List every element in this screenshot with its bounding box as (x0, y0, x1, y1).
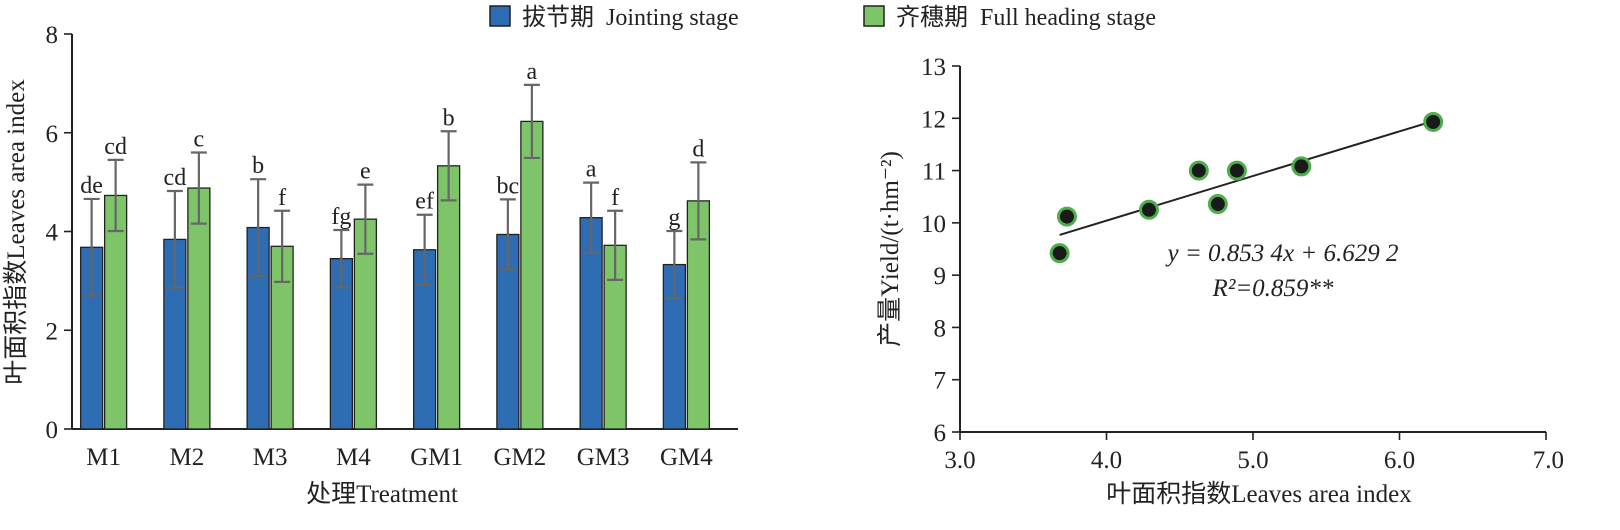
significance-label: f (278, 185, 286, 211)
scatter-point (1291, 156, 1312, 177)
scatter-point (1138, 199, 1159, 220)
scatter-y-tick-label: 8 (934, 315, 947, 342)
legend-label-jointing: 拔节期 Jointing stage (522, 4, 739, 31)
scatter-y-tick-label: 11 (922, 159, 946, 186)
significance-label: c (194, 127, 205, 153)
bar-y-tick-label: 8 (46, 22, 59, 49)
scatter-x-axis-label: 叶面积指数Leaves area index (1106, 480, 1412, 508)
scatter-x-ticks: 3.0 4.0 5.0 6.0 7.0 (944, 432, 1564, 474)
scatter-x-tick-label: 5.0 (1237, 447, 1268, 474)
bar-x-ticks: M1 M2 M3 M4 GM1 GM2 GM3 GM4 (86, 444, 713, 471)
bar-y-tick-label: 4 (46, 220, 59, 247)
bar-x-tick-label: GM4 (660, 444, 713, 471)
significance-label: fg (331, 204, 351, 230)
legend-label-heading: 齐穗期 Full heading stage (896, 4, 1156, 31)
scatter-y-tick-label: 9 (934, 263, 947, 290)
bar-y-axis-label: 叶面积指数Leaves area index (2, 79, 30, 385)
bar-x-tick-label: GM2 (493, 444, 546, 471)
bar-heading (436, 165, 461, 430)
scatter-y-ticks: 6 7 8 9 10 11 12 13 (921, 54, 960, 447)
scatter-trendline (1059, 120, 1434, 236)
significance-label: e (360, 159, 371, 185)
significance-label: de (80, 173, 103, 199)
significance-label: cd (164, 165, 187, 191)
scatter-point (1056, 206, 1077, 227)
significance-label: b (443, 105, 455, 131)
bar-x-tick-label: M4 (336, 444, 371, 471)
bar-x-tick-label: M3 (253, 444, 288, 471)
bar-x-tick-label: GM1 (410, 444, 463, 471)
bar-x-tick-label: GM3 (577, 444, 630, 471)
scatter-x-tick-label: 7.0 (1533, 447, 1564, 474)
bar-y-tick-label: 6 (46, 121, 59, 148)
scatter-chart: 6 7 8 9 10 11 12 13 3.0 4.0 5.0 6.0 7.0 y = 0.853 4… (876, 54, 1564, 508)
scatter-y-axis-label: 产量Yield/(t·hm⁻²) (876, 151, 904, 347)
bar-x-tick-label: M2 (170, 444, 205, 471)
significance-label: a (586, 157, 597, 183)
bar-heading (520, 120, 544, 430)
bar-x-axis-label: 处理Treatment (306, 480, 458, 508)
scatter-y-tick-label: 10 (921, 211, 946, 238)
significance-label: bc (497, 173, 520, 199)
scatter-point (1226, 160, 1247, 181)
scatter-point (1049, 243, 1070, 264)
significance-label: f (611, 185, 619, 211)
bar-x-tick-label: M1 (86, 444, 121, 471)
scatter-y-tick-label: 6 (934, 420, 947, 447)
bar-y-tick-label: 0 (46, 417, 59, 444)
scatter-y-tick-label: 12 (921, 106, 946, 133)
significance-label: ef (415, 189, 434, 215)
significance-label: d (692, 136, 704, 162)
scatter-x-tick-label: 3.0 (944, 447, 975, 474)
legend-swatch-heading (863, 5, 885, 27)
scatter-point (1188, 160, 1209, 181)
significance-label: cd (104, 134, 127, 160)
scatter-r-squared: R²=0.859** (1212, 275, 1334, 302)
scatter-y-tick-label: 7 (934, 368, 947, 395)
scatter-points (1049, 111, 1444, 264)
scatter-equation: y = 0.853 4x + 6.629 2 (1165, 240, 1399, 267)
bar-y-tick-label: 2 (46, 318, 59, 345)
significance-label: b (252, 153, 264, 179)
significance-label: g (668, 205, 680, 231)
scatter-y-tick-label: 13 (921, 54, 946, 81)
scatter-point (1423, 111, 1444, 132)
legend: 拔节期 Jointing stage 齐穗期 Full heading stag… (489, 4, 1156, 31)
significance-label: a (527, 59, 538, 85)
scatter-point (1207, 194, 1228, 215)
bar-y-ticks: 0 2 4 6 8 (46, 22, 72, 444)
scatter-x-tick-label: 4.0 (1091, 447, 1122, 474)
scatter-x-tick-label: 6.0 (1384, 447, 1415, 474)
legend-swatch-jointing (489, 5, 511, 27)
